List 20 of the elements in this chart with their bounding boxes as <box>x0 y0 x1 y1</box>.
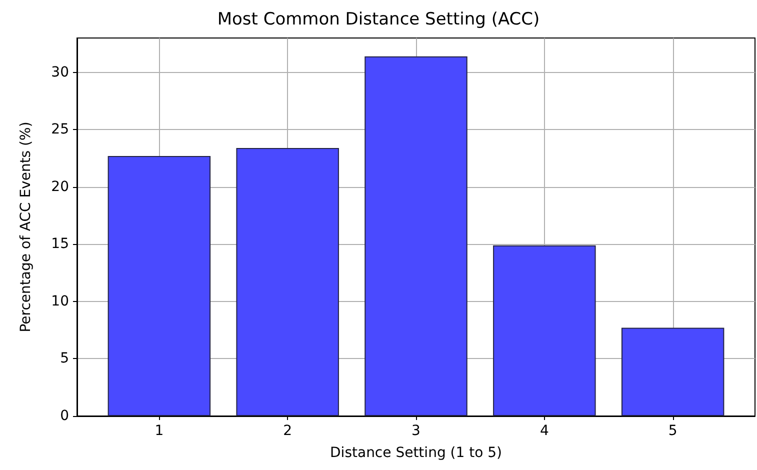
y-tick-label: 0 <box>60 408 69 424</box>
x-tick-label: 4 <box>540 423 549 439</box>
y-tick-label: 5 <box>60 350 69 367</box>
x-tick-label: 5 <box>668 423 678 439</box>
y-tick-label: 15 <box>51 236 69 252</box>
x-tick-label: 2 <box>283 423 292 439</box>
x-tick-label: 1 <box>154 423 164 439</box>
bar <box>236 148 339 416</box>
bar <box>108 156 211 416</box>
x-tick-label: 3 <box>412 423 420 439</box>
x-axis-title: Distance Setting (1 to 5) <box>330 445 502 461</box>
y-tick-label: 25 <box>51 122 69 138</box>
y-tick-label: 30 <box>51 64 69 80</box>
y-tick-label: 10 <box>51 293 69 310</box>
y-axis-title: Percentage of ACC Events (%) <box>18 122 34 332</box>
chart-title: Most Common Distance Setting (ACC) <box>217 10 540 30</box>
bar <box>493 245 596 416</box>
bar <box>364 56 468 416</box>
y-tick-label: 20 <box>51 178 69 195</box>
bar <box>621 328 724 416</box>
